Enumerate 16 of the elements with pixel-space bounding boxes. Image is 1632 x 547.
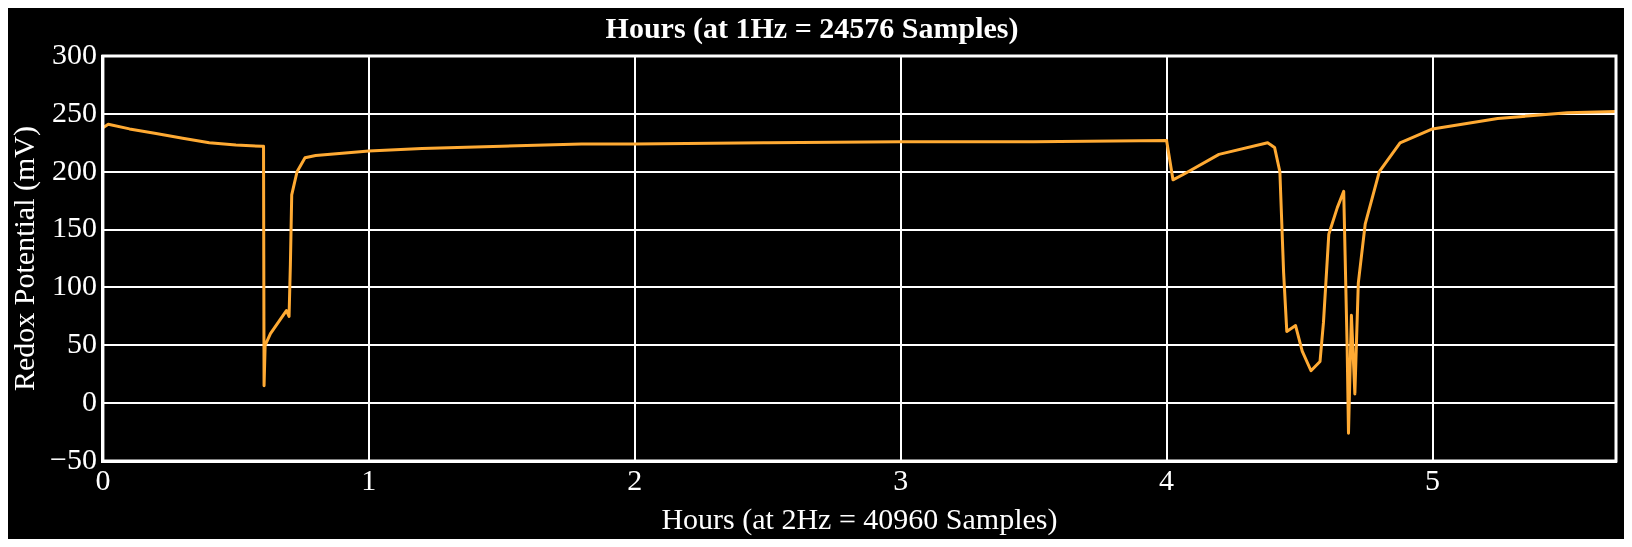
x-tick-label: 1 — [361, 462, 377, 496]
y-tick-label: 200 — [51, 152, 97, 186]
y-axis-title: Redox Potential (mV) — [6, 126, 41, 391]
x-tick-label: 2 — [627, 462, 643, 496]
x-axis-title: Hours (at 2Hz = 40960 Samples) — [661, 501, 1058, 536]
y-tick-label: 250 — [51, 94, 97, 128]
y-tick-label: 0 — [81, 384, 97, 418]
chart-title: Hours (at 1Hz = 24576 Samples) — [605, 10, 1019, 45]
y-tick-label: 50 — [66, 326, 97, 360]
y-tick-label: 100 — [51, 268, 97, 302]
y-tick-label: −50 — [50, 441, 97, 475]
y-tick-label: 150 — [51, 210, 97, 244]
y-tick-label: 300 — [51, 36, 97, 70]
x-tick-label: 4 — [1159, 462, 1175, 496]
x-tick-label: 3 — [893, 462, 909, 496]
x-tick-label: 5 — [1425, 462, 1441, 496]
